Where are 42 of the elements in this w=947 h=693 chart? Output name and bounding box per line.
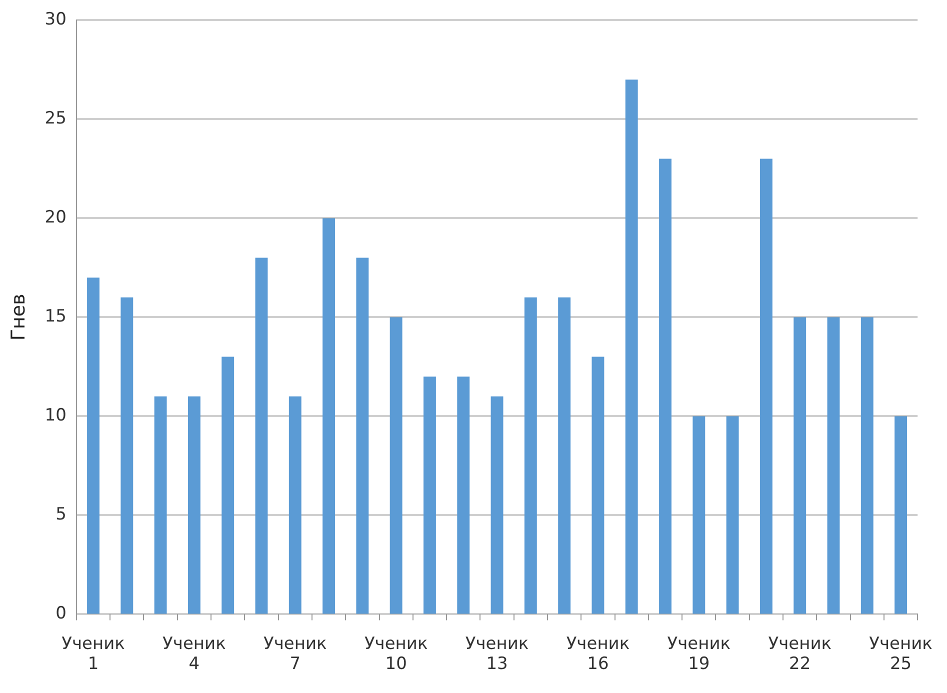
bar (322, 218, 336, 614)
bar (154, 396, 167, 614)
bar (87, 278, 100, 614)
bar (827, 317, 840, 614)
bar (625, 80, 638, 614)
x-tick-label: Ученик 25 (869, 634, 932, 674)
x-tick-label: Ученик 13 (465, 634, 529, 674)
x-tick-label: Ученик 16 (566, 634, 630, 674)
bar (424, 376, 436, 614)
bar (524, 297, 537, 614)
bar (726, 416, 739, 614)
x-tick-label: Ученик 22 (768, 634, 832, 674)
bar (390, 317, 402, 614)
x-tick-label: Ученик 19 (667, 634, 731, 674)
y-tick-label: 0 (56, 604, 66, 624)
bar (860, 317, 874, 614)
bar (490, 396, 504, 614)
x-tick-label: Ученик 4 (162, 634, 226, 674)
bar (794, 317, 806, 614)
y-tick-label: 30 (44, 10, 66, 30)
x-tick-label: Ученик 10 (364, 634, 428, 674)
y-tick-label: 5 (56, 504, 66, 525)
bar (692, 416, 706, 614)
bar (558, 297, 571, 614)
bar (255, 258, 268, 614)
bar (120, 297, 134, 614)
bar (288, 396, 302, 614)
y-tick-label: 25 (44, 108, 66, 129)
bar (659, 158, 672, 614)
bar (760, 158, 772, 614)
bar (222, 356, 234, 614)
y-tick-label: 15 (44, 306, 66, 327)
x-tick-label: Ученик 1 (62, 634, 125, 674)
bar (188, 396, 200, 614)
y-tick-label: 20 (44, 208, 66, 228)
bar (356, 258, 369, 614)
bar (592, 356, 604, 614)
bar (894, 416, 908, 614)
y-axis-title: Гнев (7, 294, 30, 341)
bar (457, 376, 470, 614)
x-tick-label: Ученик 7 (263, 634, 327, 674)
y-tick-label: 10 (44, 406, 66, 426)
